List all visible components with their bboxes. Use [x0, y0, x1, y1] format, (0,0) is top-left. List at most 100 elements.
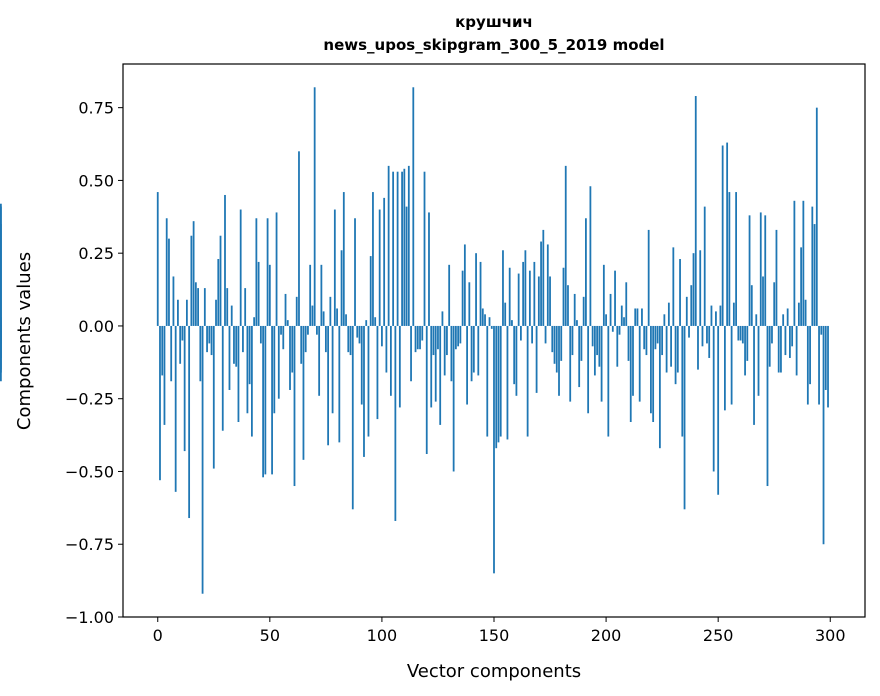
bar-component-256 [730, 325, 733, 405]
bar-component-88 [354, 218, 356, 326]
bar-component-152 [497, 325, 500, 443]
bar-component-208 [623, 317, 625, 326]
bar-component-188 [578, 325, 581, 388]
bar-component-294 [815, 107, 818, 326]
bar-component-78 [331, 325, 334, 414]
bar-component-265 [750, 285, 753, 326]
bar-component-284 [793, 200, 796, 326]
bar-component-151 [495, 325, 498, 449]
bar-component-129 [446, 325, 448, 356]
bar-component-221 [652, 325, 655, 422]
bar-component-259 [737, 325, 740, 341]
bar-component-138 [466, 325, 468, 405]
bar-component-25 [212, 325, 215, 469]
bar-component-239 [692, 253, 695, 326]
bar-component-154 [502, 250, 504, 326]
bar-component-4 [165, 218, 168, 326]
bar-component-134 [457, 325, 460, 347]
y-tick-label: 0.75 [78, 99, 114, 118]
bar-component-7 [172, 276, 175, 326]
bar-component-255 [728, 192, 731, 326]
bar-component-92 [363, 325, 365, 457]
bar-component-142 [475, 253, 477, 326]
bar-component-263 [746, 325, 749, 361]
bar-component-27 [217, 259, 220, 326]
bar-component-87 [351, 325, 354, 510]
bar-component-258 [735, 192, 737, 326]
bar-component-43 [253, 317, 256, 326]
bar-component-32 [228, 325, 231, 390]
bar-component-118 [421, 325, 424, 341]
bar-component-281 [786, 308, 789, 326]
bar-component-163 [522, 261, 525, 326]
bar-component-15 [190, 235, 193, 326]
bar-component-238 [690, 285, 693, 326]
bar-component-59 [289, 325, 291, 390]
bar-component-110 [403, 168, 406, 326]
bar-component-269 [759, 212, 762, 326]
bar-component-276 [775, 229, 778, 326]
y-tick-label: 0.00 [78, 317, 114, 336]
bar-component-185 [571, 325, 574, 356]
y-tick-label: −0.75 [65, 535, 114, 554]
bar-component-145 [481, 308, 484, 326]
bar-component-13 [185, 299, 188, 326]
bar-component-203 [611, 325, 614, 332]
bar-component-260 [739, 325, 742, 341]
bar-component-177 [553, 325, 556, 364]
bar-component-24 [210, 325, 213, 356]
bar-component-237 [688, 325, 690, 338]
bar-component-37 [239, 209, 242, 326]
bar-component-242 [699, 250, 702, 326]
bar-component-144 [479, 261, 482, 326]
bar-component-120 [425, 325, 428, 455]
bar-component-8 [174, 325, 177, 492]
bar-component-51 [271, 325, 273, 475]
bar-component-264 [748, 215, 751, 326]
bar-component-296 [820, 325, 823, 335]
bar-component-55 [280, 325, 282, 335]
bar-component-250 [717, 325, 720, 495]
bar-component-167 [531, 325, 533, 344]
bar-component-155 [504, 302, 507, 326]
bar-component-244 [703, 206, 706, 326]
bar-component-30 [224, 194, 226, 326]
bar-component-28 [219, 235, 222, 326]
y-tick-label: −1.00 [65, 608, 114, 627]
bar-component-156 [506, 325, 509, 440]
bar-component-205 [616, 325, 619, 367]
bar-component-150 [493, 325, 495, 574]
bar-component-58 [286, 320, 289, 326]
bar-component-187 [576, 320, 578, 326]
bar-component-212 [632, 325, 634, 396]
bar-component-157 [508, 267, 511, 326]
bar-component-3 [163, 325, 166, 425]
bar-component-63 [298, 151, 300, 326]
bar-component-266 [753, 325, 755, 425]
x-tick-label: 300 [815, 626, 846, 645]
bar-component-60 [291, 325, 294, 373]
bar-component-42 [251, 325, 253, 437]
bar-component-200 [605, 314, 607, 326]
bar-component-98 [376, 325, 379, 420]
bar-component-139 [468, 282, 471, 326]
bar-component-45 [257, 261, 260, 326]
bar-component-79 [333, 209, 336, 326]
x-tick-label: 50 [260, 626, 280, 645]
bar-component-26 [215, 299, 217, 326]
bar-component-61 [293, 325, 296, 487]
y-tick-label: −0.25 [65, 390, 114, 409]
bar-component-133 [454, 325, 457, 350]
bar-component-279 [782, 314, 785, 326]
bar-component-197 [598, 325, 601, 367]
bar-component-235 [683, 325, 686, 510]
bar-component-1 [159, 325, 161, 481]
bar-component-165 [526, 325, 529, 437]
bar-component-143 [477, 325, 480, 376]
bar-component-33 [230, 305, 233, 326]
bar-component-96 [372, 192, 374, 326]
bar-component-287 [800, 247, 803, 326]
bar-component-132 [452, 325, 455, 472]
bar-component-170 [537, 276, 540, 326]
bar-component-102 [385, 325, 388, 373]
